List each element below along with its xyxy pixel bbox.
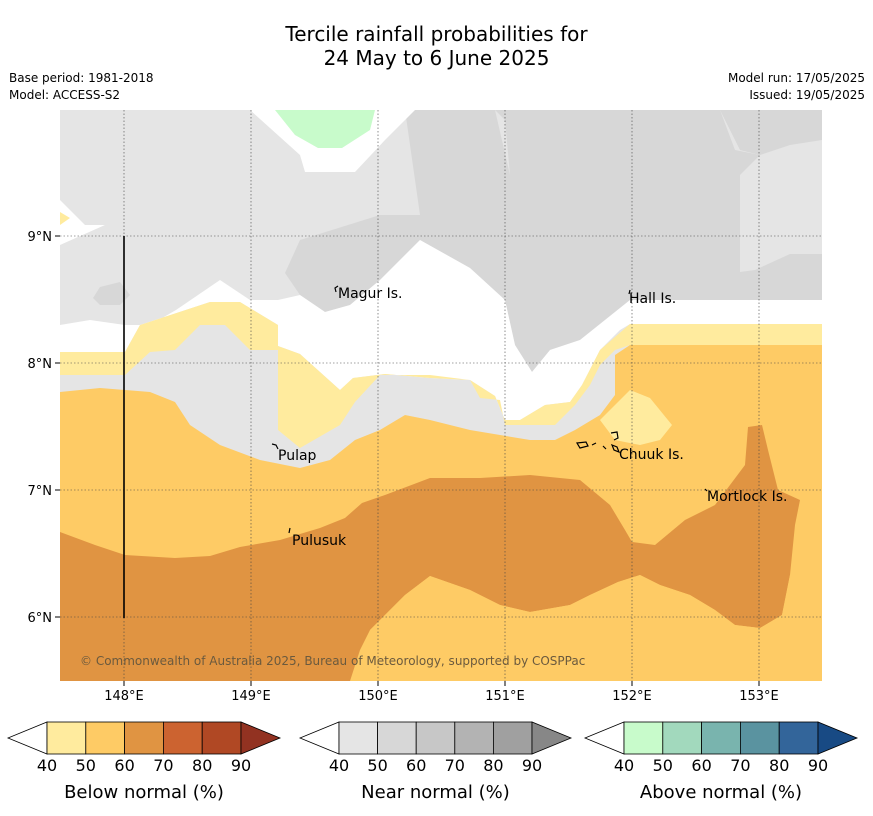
above-legend-band-2 <box>701 721 741 755</box>
above-legend-tick-80: 80 <box>769 756 789 775</box>
boundary-gap <box>60 240 822 420</box>
below-legend-band-2 <box>124 721 164 755</box>
place-pulusuk: Pulusuk <box>292 533 347 549</box>
near-legend-band-1 <box>377 721 417 755</box>
title-line-1: Tercile rainfall probabilities for <box>285 22 588 46</box>
model-name: Model: ACCESS-S2 <box>9 88 121 102</box>
near-legend-band-3 <box>454 721 494 755</box>
near-legend-tick-40: 40 <box>329 756 349 775</box>
near-legend-over-arrow <box>531 721 573 755</box>
below-legend-tick-40: 40 <box>37 756 57 775</box>
near-normal-50-field <box>285 110 822 372</box>
probability-fields <box>60 110 822 681</box>
below-normal-40-chuuk <box>600 390 672 445</box>
island-outlines <box>271 285 708 534</box>
below-legend-under-arrow <box>6 721 48 755</box>
pulap-island-outline <box>271 443 279 450</box>
lon-tick-151: 151°E <box>485 689 525 704</box>
below-legend-tick-90: 90 <box>231 756 251 775</box>
below-legend-band-3 <box>162 721 203 755</box>
above-legend-tick-50: 50 <box>653 756 673 775</box>
place-mortlock: Mortlock Is. <box>707 489 787 505</box>
above-legend-tick-90: 90 <box>808 756 828 775</box>
place-magur: Magur Is. <box>338 286 403 302</box>
near-legend-band-0 <box>338 721 378 755</box>
near-legend-tick-70: 70 <box>445 756 465 775</box>
below-legend-title: Below normal (%) <box>64 782 224 803</box>
lon-tick-marks <box>123 681 760 686</box>
below-legend-over-arrow <box>240 721 282 755</box>
hall-island-outline <box>628 289 631 295</box>
below-normal-60-field <box>60 425 800 681</box>
above-legend-tick-40: 40 <box>614 756 634 775</box>
above-legend-title: Above normal (%) <box>640 782 802 803</box>
near-legend-tick-50: 50 <box>367 756 387 775</box>
below-normal-50-south <box>370 575 822 681</box>
near-legend-tick-60: 60 <box>406 756 426 775</box>
title-line-2: 24 May to 6 June 2025 <box>323 46 550 70</box>
base-period: Base period: 1981-2018 <box>9 71 154 85</box>
place-hall: Hall Is. <box>629 291 676 307</box>
near-normal-50-blob <box>93 282 130 305</box>
pulusuk-island-outline <box>288 527 291 534</box>
above-legend-tick-60: 60 <box>691 756 711 775</box>
lat-tick-6: 6°N <box>28 611 53 626</box>
lon-tick-149: 149°E <box>231 689 271 704</box>
near-legend-band-4 <box>492 721 533 755</box>
near-legend-under-arrow <box>298 721 340 755</box>
place-chuuk: Chuuk Is. <box>619 447 684 463</box>
meta-right: Model run: 17/05/2025 Issued: 19/05/2025 <box>728 70 865 104</box>
near-legend-title: Near normal (%) <box>361 782 510 803</box>
place-pulap: Pulap <box>278 448 317 464</box>
map-title: Tercile rainfall probabilities for 24 Ma… <box>0 22 873 70</box>
above-legend-band-3 <box>740 721 780 755</box>
below-legend-tick-70: 70 <box>153 756 173 775</box>
issued-date: Issued: 19/05/2025 <box>749 88 865 102</box>
above-legend-over-arrow <box>817 721 859 755</box>
magur-island-outline <box>334 285 339 293</box>
model-run: Model run: 17/05/2025 <box>727 71 865 85</box>
lat-tick-marks <box>55 235 60 618</box>
below-legend-tick-60: 60 <box>114 756 134 775</box>
below-normal-40-field <box>60 302 822 448</box>
above-legend-tick-70: 70 <box>730 756 750 775</box>
copyright-notice: © Commonwealth of Australia 2025, Bureau… <box>80 654 585 668</box>
lon-tick-152: 152°E <box>612 689 652 704</box>
above-normal-40-field <box>275 110 375 148</box>
meta-left: Base period: 1981-2018 Model: ACCESS-S2 <box>9 70 154 104</box>
below-legend-band-0 <box>46 721 87 755</box>
below-legend-band-1 <box>85 721 126 755</box>
above-legend-band-4 <box>778 721 819 755</box>
above-legend-under-arrow <box>583 721 625 755</box>
lat-tick-8: 8°N <box>28 357 53 372</box>
near-legend-band-2 <box>415 721 456 755</box>
colorbar-below-normal: 40 50 60 70 80 90 Below normal (%) <box>6 721 282 803</box>
below-legend-band-4 <box>201 721 242 755</box>
mortlock-island-outline <box>704 488 708 492</box>
below-legend-tick-50: 50 <box>76 756 96 775</box>
lat-tick-9: 9°N <box>28 230 53 245</box>
near-legend-tick-90: 90 <box>522 756 542 775</box>
near-legend-tick-80: 80 <box>483 756 503 775</box>
above-legend-band-1 <box>662 721 702 755</box>
colorbar-near-normal: 40 50 60 70 80 90 Near normal (%) <box>298 721 573 803</box>
below-normal-40-sliver <box>60 212 70 225</box>
grid-lines <box>60 110 822 681</box>
above-legend-band-0 <box>623 721 664 755</box>
below-legend-tick-80: 80 <box>192 756 212 775</box>
lon-tick-150: 150°E <box>358 689 398 704</box>
chuuk-island-outline <box>576 431 621 454</box>
colorbar-above-normal: 40 50 60 70 80 90 Above normal (%) <box>583 721 859 803</box>
left-gap <box>60 200 105 245</box>
lon-tick-148: 148°E <box>104 689 144 704</box>
lon-tick-153: 153°E <box>739 689 779 704</box>
lat-tick-7: 7°N <box>28 484 53 499</box>
